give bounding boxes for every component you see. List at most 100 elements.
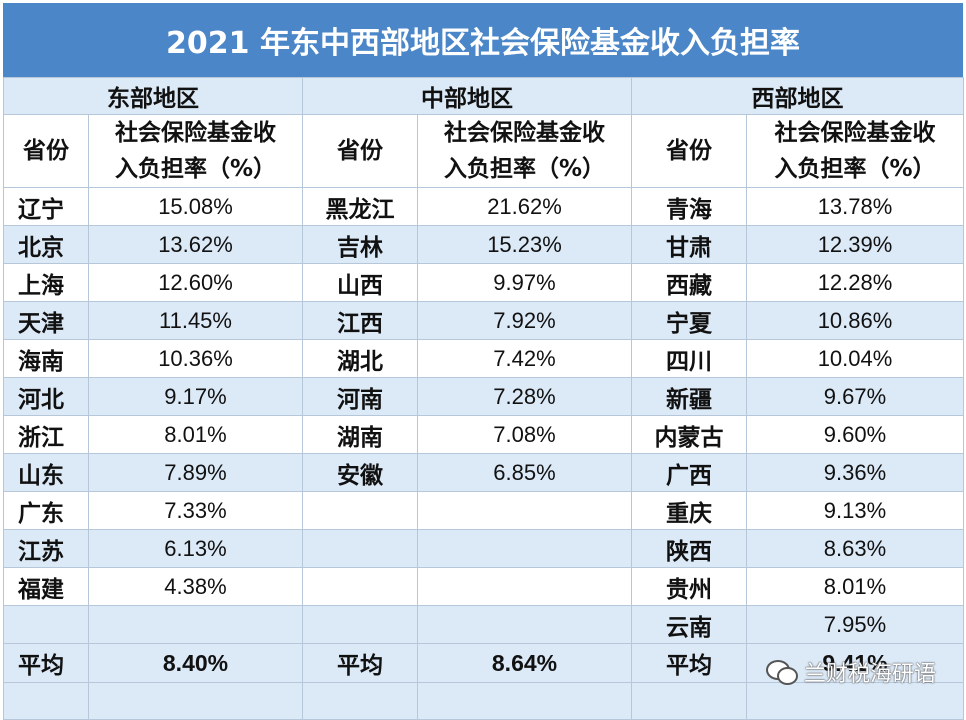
- rate-east: 9.17%: [88, 377, 303, 416]
- rate-east: 7.89%: [88, 453, 303, 492]
- average-row: 平均 8.40% 平均 8.64% 平均 9.41%: [3, 643, 964, 683]
- table-row: 天津 11.45% 江西 7.92% 宁夏 10.86%: [3, 301, 964, 340]
- rate-west: 12.39%: [746, 225, 964, 264]
- rate-east: 13.62%: [88, 225, 303, 264]
- table-row: 江苏 6.13% 陕西 8.63%: [3, 529, 964, 568]
- province-west: 西藏: [631, 263, 747, 302]
- province-central: 江西: [302, 301, 418, 340]
- average-label-central: 平均: [302, 643, 418, 683]
- watermark-text: 兰财税海研语: [803, 662, 936, 687]
- province-east: 上海: [3, 263, 89, 302]
- wechat-icon: [765, 660, 798, 685]
- rate-east: 7.33%: [88, 491, 303, 530]
- rate-central: 6.85%: [417, 453, 632, 492]
- province-east: 天津: [3, 301, 89, 340]
- province-central: 湖北: [302, 339, 418, 378]
- header-rate-east: 社会保险基金收 入负担率（%）: [88, 114, 303, 188]
- rate-east: 15.08%: [88, 187, 303, 226]
- province-east: 福建: [3, 567, 89, 606]
- empty-cell: [3, 682, 89, 720]
- rate-west: 12.28%: [746, 263, 964, 302]
- province-east: 江苏: [3, 529, 89, 568]
- average-label-west: 平均: [631, 643, 747, 683]
- province-east: 山东: [3, 453, 89, 492]
- province-central: [302, 605, 418, 644]
- rate-west: 8.63%: [746, 529, 964, 568]
- rate-east: 10.36%: [88, 339, 303, 378]
- province-central: 安徽: [302, 453, 418, 492]
- rate-west: 7.95%: [746, 605, 964, 644]
- table-row: 云南 7.95%: [3, 605, 964, 644]
- header-rate-central: 社会保险基金收 入负担率（%）: [417, 114, 632, 188]
- empty-cell: [631, 682, 747, 720]
- province-west: 贵州: [631, 567, 747, 606]
- province-east: 广东: [3, 491, 89, 530]
- rate-central: 9.97%: [417, 263, 632, 302]
- rate-east: 11.45%: [88, 301, 303, 340]
- burden-rate-table: 东部地区 中部地区 西部地区 省份 社会保险基金收 入负担率（%） 省份 社会保险…: [3, 77, 964, 720]
- rate-central: 7.42%: [417, 339, 632, 378]
- rate-central: [417, 529, 632, 568]
- rate-central: 7.28%: [417, 377, 632, 416]
- average-east: 8.40%: [88, 643, 303, 683]
- rate-west: 8.01%: [746, 567, 964, 606]
- region-central: 中部地区: [302, 77, 632, 115]
- province-central: 河南: [302, 377, 418, 416]
- rate-central: 21.62%: [417, 187, 632, 226]
- province-west: 宁夏: [631, 301, 747, 340]
- province-central: [302, 529, 418, 568]
- rate-central: 7.92%: [417, 301, 632, 340]
- province-west: 陕西: [631, 529, 747, 568]
- table-row: 福建 4.38% 贵州 8.01%: [3, 567, 964, 606]
- rate-central: [417, 567, 632, 606]
- rate-central: 7.08%: [417, 415, 632, 454]
- header-rate-west: 社会保险基金收 入负担率（%）: [746, 114, 964, 188]
- rate-west: 10.86%: [746, 301, 964, 340]
- province-central: 山西: [302, 263, 418, 302]
- rate-east: 12.60%: [88, 263, 303, 302]
- table-row: 海南 10.36% 湖北 7.42% 四川 10.04%: [3, 339, 964, 378]
- province-west: 重庆: [631, 491, 747, 530]
- rate-east: 6.13%: [88, 529, 303, 568]
- province-west: 甘肃: [631, 225, 747, 264]
- empty-cell: [302, 682, 418, 720]
- empty-footer-row: [3, 682, 964, 720]
- rate-central: [417, 491, 632, 530]
- province-central: [302, 567, 418, 606]
- average-label-east: 平均: [3, 643, 89, 683]
- rate-central: [417, 605, 632, 644]
- province-west: 广西: [631, 453, 747, 492]
- header-province-central: 省份: [302, 114, 418, 188]
- province-west: 新疆: [631, 377, 747, 416]
- province-central: [302, 491, 418, 530]
- province-east: 北京: [3, 225, 89, 264]
- province-central: 黑龙江: [302, 187, 418, 226]
- header-province-east: 省份: [3, 114, 89, 188]
- rate-west: 9.67%: [746, 377, 964, 416]
- region-east: 东部地区: [3, 77, 303, 115]
- average-central: 8.64%: [417, 643, 632, 683]
- province-central: 吉林: [302, 225, 418, 264]
- rate-west: 9.60%: [746, 415, 964, 454]
- table-row: 浙江 8.01% 湖南 7.08% 内蒙古 9.60%: [3, 415, 964, 454]
- province-east: 海南: [3, 339, 89, 378]
- empty-cell: [746, 682, 964, 720]
- empty-cell: [417, 682, 632, 720]
- rate-west: 10.04%: [746, 339, 964, 378]
- region-header-row: 东部地区 中部地区 西部地区: [3, 77, 964, 115]
- rate-east: 4.38%: [88, 567, 303, 606]
- empty-cell: [88, 682, 303, 720]
- rate-east: 8.01%: [88, 415, 303, 454]
- rate-west: 9.36%: [746, 453, 964, 492]
- table-row: 辽宁 15.08% 黑龙江 21.62% 青海 13.78%: [3, 187, 964, 226]
- province-west: 青海: [631, 187, 747, 226]
- header-province-west: 省份: [631, 114, 747, 188]
- province-west: 内蒙古: [631, 415, 747, 454]
- watermark: 兰财税海研语: [765, 656, 936, 688]
- province-central: 湖南: [302, 415, 418, 454]
- table-row: 山东 7.89% 安徽 6.85% 广西 9.36%: [3, 453, 964, 492]
- table-title: 2021 年东中西部地区社会保险基金收入负担率: [3, 3, 963, 77]
- province-east: [3, 605, 89, 644]
- table-row: 河北 9.17% 河南 7.28% 新疆 9.67%: [3, 377, 964, 416]
